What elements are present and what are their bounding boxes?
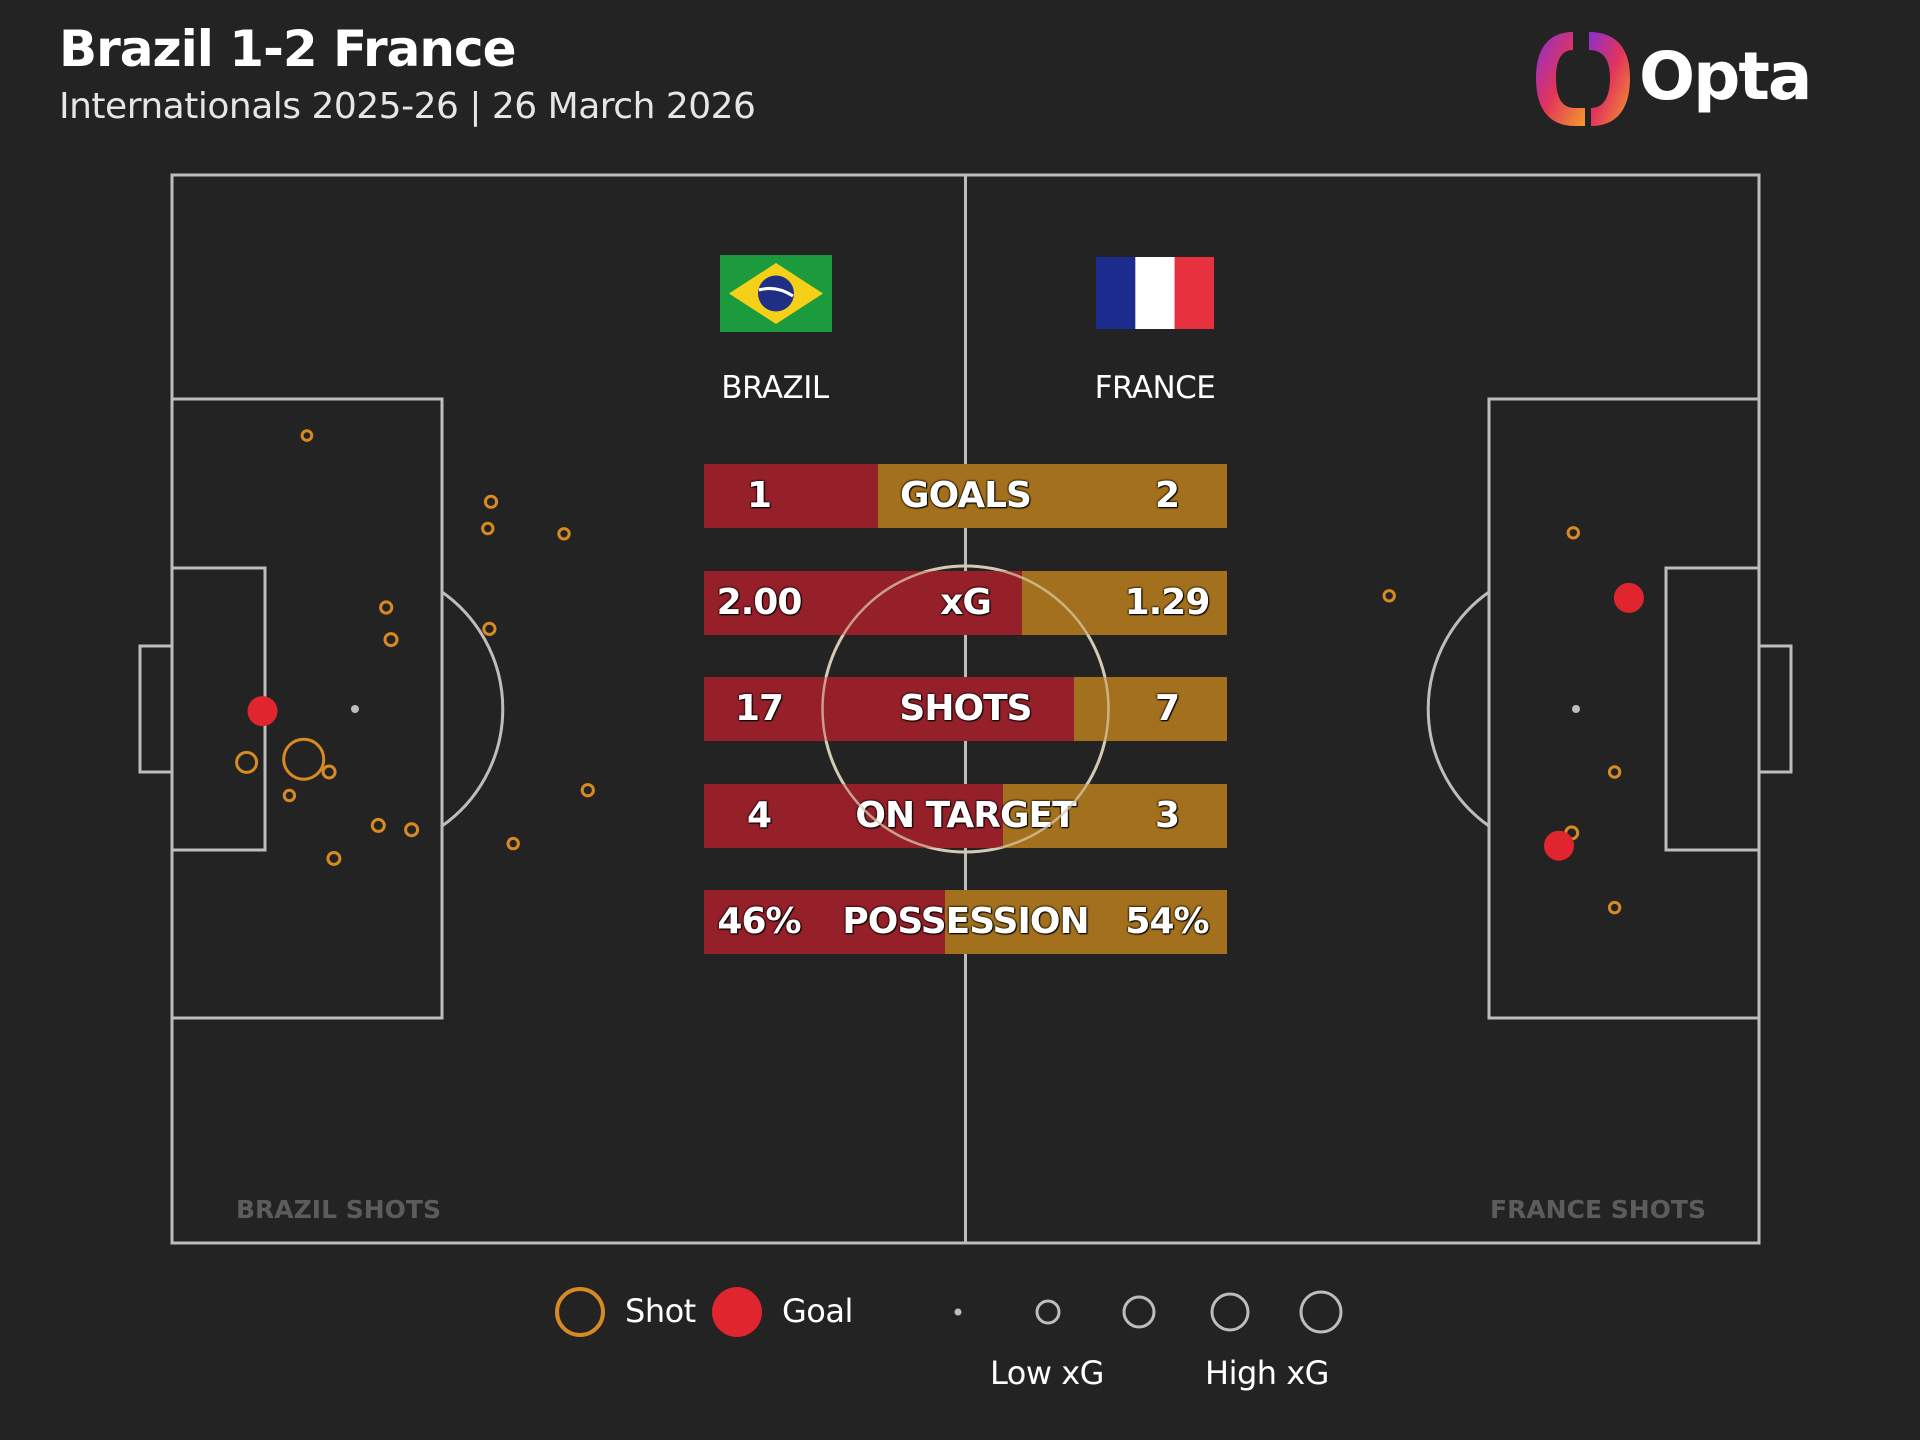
stat-label: GOALS xyxy=(900,475,1032,516)
left-penalty-spot xyxy=(351,705,359,713)
shot-marker xyxy=(379,600,394,615)
legend-high-xg-label: High xG xyxy=(1205,1354,1329,1392)
stat-home-value: 1 xyxy=(746,475,772,516)
stat-bar-home xyxy=(704,464,879,528)
stat-away-value: 3 xyxy=(1154,795,1180,836)
home-shots-label: BRAZIL SHOTS xyxy=(236,1195,441,1224)
legend-xg-size-4 xyxy=(1210,1292,1250,1332)
right-penalty-box xyxy=(1487,397,1761,1020)
france-flag-icon xyxy=(1096,257,1214,329)
team-name-home: BRAZIL xyxy=(721,370,829,406)
opta-logo: Opta xyxy=(1533,28,1812,132)
stat-row-on-target: 4 ON TARGET 3 xyxy=(704,784,1227,848)
team-name-away: FRANCE xyxy=(1094,370,1216,406)
stat-away-value: 7 xyxy=(1154,688,1180,729)
stat-home-value: 2.00 xyxy=(716,582,803,623)
shot-marker xyxy=(282,788,297,803)
shot-marker xyxy=(1607,900,1622,915)
stat-label: POSSESSION xyxy=(842,901,1089,942)
left-goal xyxy=(138,644,174,774)
right-goal xyxy=(1757,644,1793,774)
shot-marker xyxy=(1382,589,1396,603)
shot-marker xyxy=(483,494,499,509)
away-shots-label: FRANCE SHOTS xyxy=(1490,1195,1706,1224)
stat-home-value: 17 xyxy=(734,688,784,729)
shot-marker xyxy=(370,817,386,833)
legend-low-xg-label: Low xG xyxy=(990,1354,1104,1392)
opta-logo-text: Opta xyxy=(1639,38,1812,115)
stat-home-value: 46% xyxy=(717,901,801,942)
legend-goal-label: Goal xyxy=(782,1292,853,1330)
legend-shot-icon xyxy=(555,1287,605,1337)
shot-marker xyxy=(482,621,497,637)
stat-home-value: 4 xyxy=(746,795,772,836)
legend-xg-size-2 xyxy=(1035,1299,1061,1325)
legend-xg-size-5 xyxy=(1299,1290,1343,1334)
shot-markers xyxy=(235,429,1644,915)
left-penalty-arc xyxy=(441,590,505,828)
shot-marker xyxy=(235,750,259,774)
legend-xg-size-1 xyxy=(954,1308,962,1316)
stat-row-xg: 2.00 xG 1.29 xyxy=(704,571,1227,635)
goal-marker xyxy=(1544,830,1574,861)
right-penalty-spot xyxy=(1572,705,1580,713)
shot-marker xyxy=(282,737,326,781)
right-penalty-arc xyxy=(1426,590,1490,828)
shot-marker xyxy=(1607,765,1622,779)
left-penalty-box xyxy=(170,397,444,1020)
shot-marker xyxy=(326,851,342,866)
stat-away-value: 54% xyxy=(1125,901,1209,942)
stat-away-value: 1.29 xyxy=(1124,582,1211,623)
shot-marker xyxy=(506,836,520,851)
page-title: Brazil 1-2 France xyxy=(59,20,517,78)
legend-xg-size-3 xyxy=(1122,1295,1156,1329)
stat-row-shots: 17 SHOTS 7 xyxy=(704,677,1227,741)
goal-marker xyxy=(1613,582,1644,613)
shot-marker xyxy=(383,632,399,648)
stat-bar-home xyxy=(704,890,945,954)
shot-marker xyxy=(557,527,571,541)
shot-marker xyxy=(481,521,495,536)
right-six-yard-box xyxy=(1664,566,1761,852)
stat-row-possession: 46% POSSESSION 54% xyxy=(704,890,1227,954)
legend-shot-label: Shot xyxy=(625,1292,696,1330)
legend-goal-icon xyxy=(712,1287,762,1337)
stat-away-value: 2 xyxy=(1154,475,1180,516)
shot-marker xyxy=(300,429,314,442)
opta-logo-icon xyxy=(1536,32,1630,126)
goal-marker xyxy=(247,696,278,727)
shot-marker xyxy=(404,822,420,838)
stat-row-goals: 1 GOALS 2 xyxy=(704,464,1227,528)
shot-marker xyxy=(1566,526,1581,540)
shot-marker xyxy=(321,764,337,780)
page-subtitle: Internationals 2025-26 | 26 March 2026 xyxy=(59,86,756,127)
brazil-flag-icon xyxy=(720,255,832,332)
legend-markers xyxy=(555,1287,1343,1337)
shot-marker xyxy=(580,783,595,798)
